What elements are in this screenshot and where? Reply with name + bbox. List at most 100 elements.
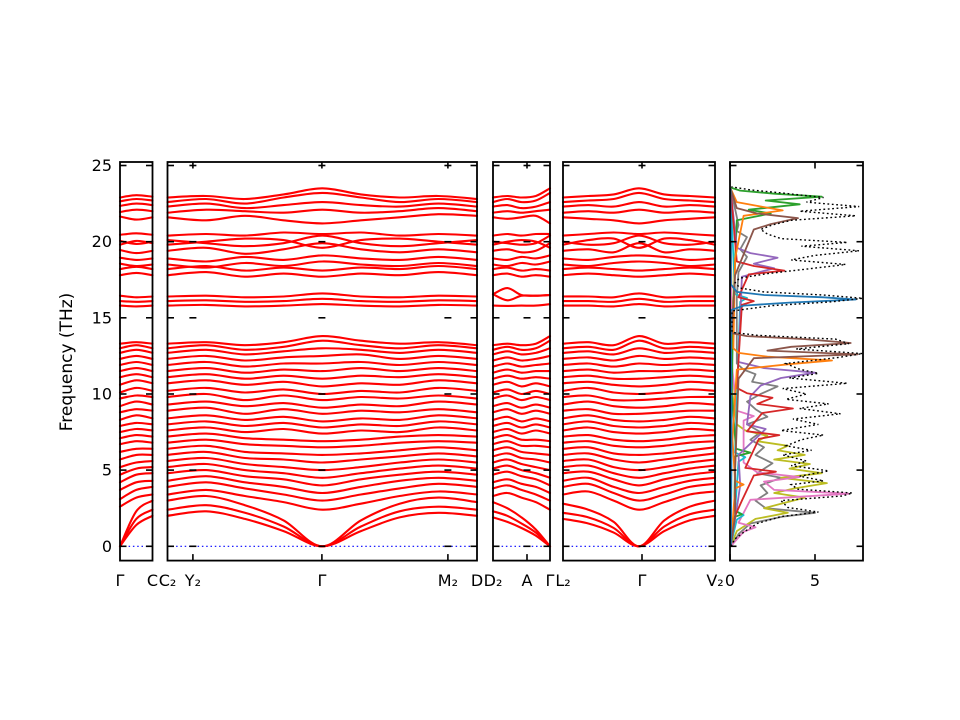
band-line — [118, 300, 154, 303]
band-line — [561, 400, 717, 409]
band-line — [491, 501, 552, 548]
band-line — [491, 380, 552, 388]
band-line — [491, 374, 552, 380]
band-line — [491, 362, 552, 368]
band-line — [561, 514, 717, 548]
band-line — [166, 335, 479, 347]
band-line — [561, 464, 717, 479]
band-line — [118, 294, 154, 299]
band-line — [118, 472, 154, 484]
y-tick-label: 10 — [92, 385, 112, 404]
band-line — [166, 271, 479, 278]
y-axis-label: Frequency (THz) — [57, 292, 77, 432]
band-line — [561, 231, 717, 237]
y-axis: 0 5 10 15 20 25 — [92, 156, 112, 556]
band-line — [561, 272, 717, 278]
band-line — [166, 373, 479, 380]
band-line — [118, 394, 154, 400]
band-line — [491, 187, 552, 199]
band-line — [118, 271, 154, 277]
k-point-label: Γ — [116, 571, 125, 590]
band-line — [561, 292, 717, 299]
band-line — [491, 335, 552, 347]
projection-gray-curve — [729, 188, 816, 547]
band-line — [166, 347, 479, 356]
band-line — [491, 260, 552, 268]
band-line — [118, 262, 154, 268]
band-line — [166, 260, 479, 269]
projection-purple-curve — [729, 188, 816, 547]
band-line — [118, 202, 154, 207]
band-line — [561, 440, 717, 449]
band-line — [491, 191, 552, 204]
band-line — [561, 433, 717, 443]
band-line — [166, 234, 479, 248]
band-line — [118, 348, 154, 354]
band-line — [166, 201, 479, 210]
band-line — [561, 354, 717, 362]
band-line — [166, 510, 479, 548]
band-line — [118, 197, 154, 203]
band-line — [491, 254, 552, 261]
panel-frame — [119, 161, 154, 562]
band-line — [166, 254, 479, 263]
band-line — [166, 494, 479, 548]
band-line — [561, 362, 717, 368]
band-line — [166, 187, 479, 201]
band-line — [491, 266, 552, 272]
band-line — [561, 347, 717, 356]
projection-cyan-curve — [729, 188, 748, 547]
band-line — [491, 434, 552, 443]
k-point-label: Γ — [546, 571, 555, 590]
k-point-label: A — [522, 571, 533, 590]
band-line — [561, 446, 717, 456]
band-line — [491, 201, 552, 210]
band-line — [166, 475, 479, 495]
band-line — [491, 516, 552, 548]
band-line — [166, 481, 479, 502]
projection-brown-curve — [729, 188, 859, 547]
band-line — [166, 231, 479, 237]
band-line — [166, 444, 479, 456]
k-point-label: Γ — [317, 571, 326, 590]
band-line — [491, 427, 552, 435]
band-line — [118, 215, 154, 221]
band-line — [166, 438, 479, 449]
projection-red-curve — [729, 188, 794, 547]
band-line — [166, 242, 479, 255]
band-line — [491, 214, 552, 225]
band-line — [561, 260, 717, 268]
band-line — [561, 208, 717, 214]
band-line — [491, 510, 552, 548]
band-line — [166, 450, 479, 464]
band-line — [118, 400, 154, 408]
band-line — [166, 379, 479, 388]
band-line — [491, 421, 552, 429]
band-line — [491, 402, 552, 409]
band-line — [118, 232, 154, 236]
band-line — [491, 232, 552, 237]
band-line — [118, 453, 154, 461]
band-line — [166, 386, 479, 396]
k-point-label: M₂ — [438, 571, 458, 590]
band-line — [118, 354, 154, 360]
band-line — [166, 353, 479, 362]
band-line — [118, 440, 154, 446]
dos-x-tick-label: 0 — [725, 571, 735, 590]
band-line — [118, 248, 154, 255]
band-line — [166, 488, 479, 511]
band-line — [491, 470, 552, 487]
band-line — [561, 374, 717, 381]
band-line — [561, 339, 717, 352]
band-line — [561, 216, 717, 225]
panel-frame — [492, 161, 551, 562]
band-line — [118, 194, 154, 199]
band-line — [561, 426, 717, 435]
band-line — [561, 490, 717, 511]
band-line — [166, 406, 479, 415]
band-line — [166, 400, 479, 409]
band-line — [561, 414, 717, 423]
